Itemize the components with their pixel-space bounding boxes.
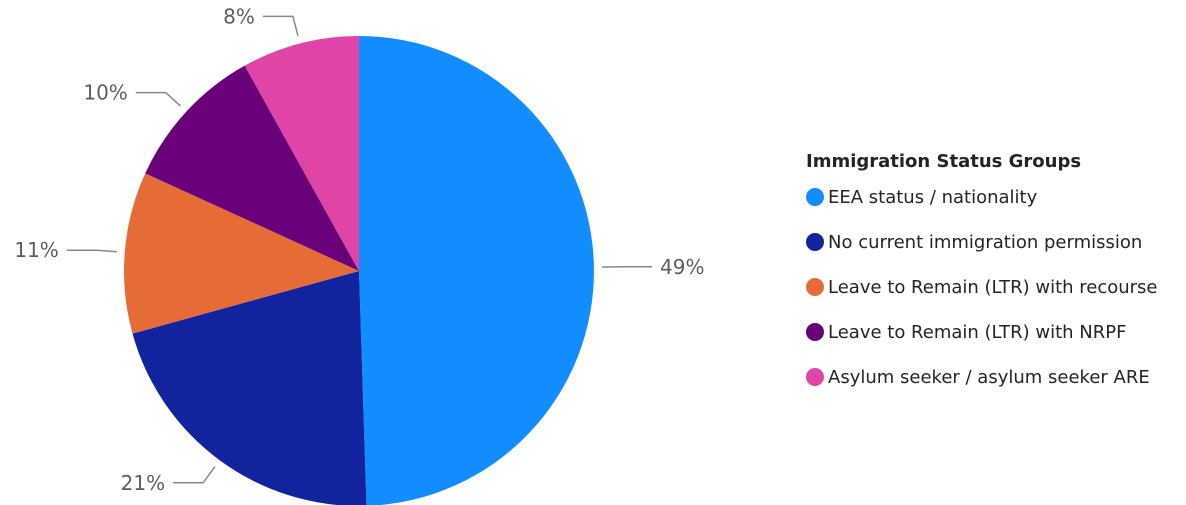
legend-label: Leave to Remain (LTR) with NRPF	[828, 322, 1126, 343]
legend-title: Immigration Status Groups	[806, 151, 1081, 172]
legend-marker	[806, 368, 824, 386]
data-label-eea-status-nationality: 49%	[660, 255, 704, 279]
leader-line-leave-to-remain-ltr-with-recourse	[66, 249, 117, 253]
leader-line-no-current-immigration-permission	[173, 466, 216, 484]
data-label-leave-to-remain-ltr-with-nrpf: 10%	[83, 81, 127, 105]
legend-label: EEA status / nationality	[828, 187, 1038, 208]
legend-marker	[806, 323, 824, 341]
legend: Immigration Status Groups EEA status / n…	[806, 151, 1158, 388]
pie-slice-eea-status-nationality[interactable]	[359, 36, 594, 505]
data-label-leave-to-remain-ltr-with-recourse: 11%	[14, 238, 58, 262]
legend-item-no-current-immigration-permission[interactable]: No current immigration permission	[806, 232, 1142, 253]
data-label-asylum-seeker-asylum-seeker-are: 8%	[223, 4, 255, 28]
legend-item-leave-to-remain-ltr-with-nrpf[interactable]: Leave to Remain (LTR) with NRPF	[806, 322, 1126, 343]
legend-item-leave-to-remain-ltr-with-recourse[interactable]: Leave to Remain (LTR) with recourse	[806, 277, 1158, 298]
legend-items: EEA status / nationality No current immig…	[806, 187, 1158, 388]
data-labels: 49% 21% 11% 10% 8%	[14, 4, 704, 494]
legend-label: Asylum seeker / asylum seeker ARE	[828, 367, 1150, 388]
pie-slice-asylum-seeker-asylum-seeker-are[interactable]	[244, 36, 359, 271]
pie-slice-leave-to-remain-ltr-with-recourse[interactable]	[124, 173, 359, 334]
pie-slice-no-current-immigration-permission[interactable]	[132, 271, 367, 505]
legend-item-eea-status-nationality[interactable]: EEA status / nationality	[806, 187, 1038, 208]
legend-marker	[806, 233, 824, 251]
legend-label: Leave to Remain (LTR) with recourse	[828, 277, 1158, 298]
legend-marker	[806, 188, 824, 206]
legend-marker	[806, 278, 824, 296]
legend-item-asylum-seeker-asylum-seeker-are[interactable]: Asylum seeker / asylum seeker ARE	[806, 367, 1150, 388]
legend-label: No current immigration permission	[828, 232, 1142, 253]
leader-line-asylum-seeker-asylum-seeker-are	[262, 15, 299, 36]
leader-line-leave-to-remain-ltr-with-nrpf	[135, 91, 182, 107]
leader-lines	[66, 15, 652, 484]
pie-slices	[124, 36, 594, 505]
data-label-no-current-immigration-permission: 21%	[121, 471, 165, 495]
pie-slice-leave-to-remain-ltr-with-nrpf[interactable]	[145, 65, 359, 272]
